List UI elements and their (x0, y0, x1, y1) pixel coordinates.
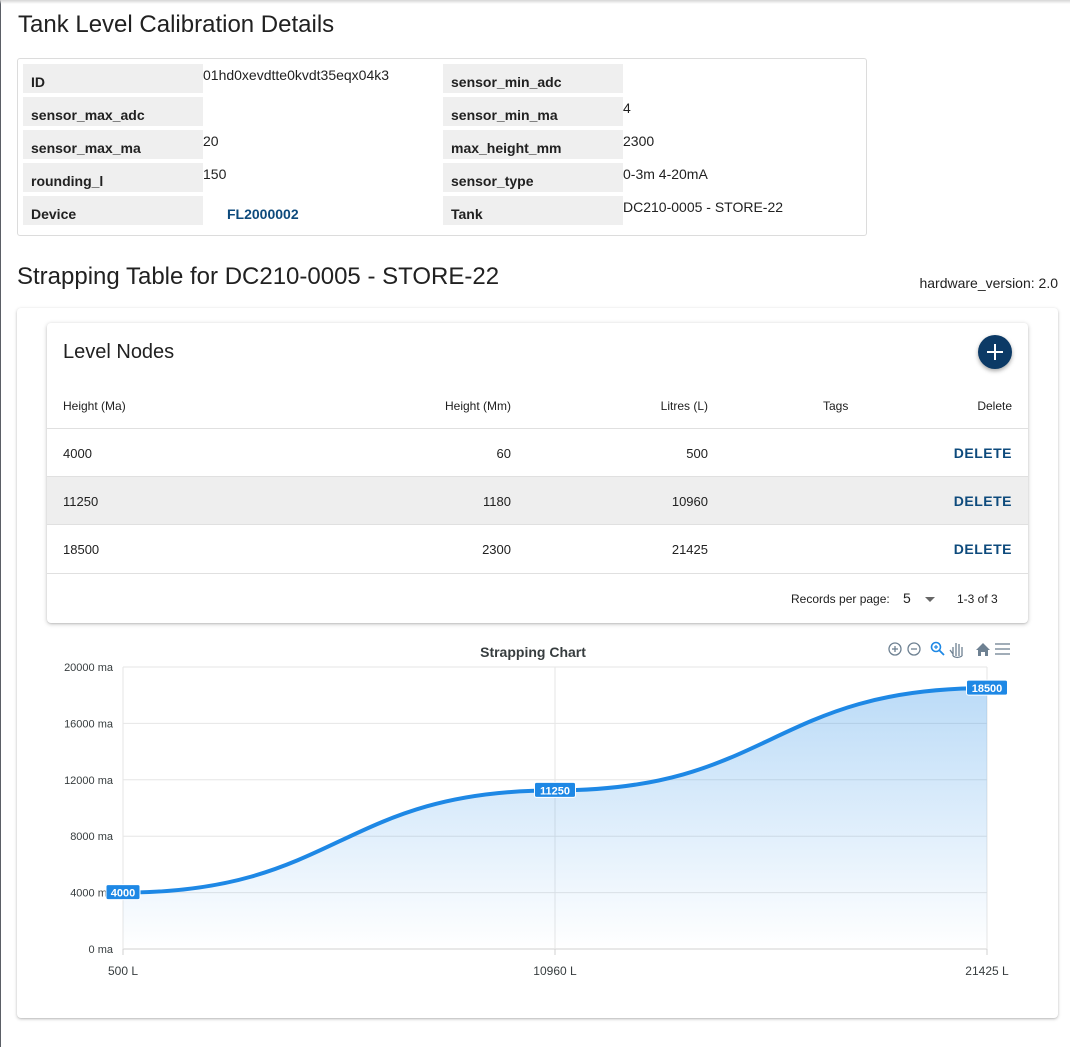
details-card: ID 01hd0xevdtte0kvdt35eqx04k3 sensor_min… (17, 58, 867, 236)
cell-height-ma: 4000 (63, 446, 92, 461)
menu-icon[interactable] (995, 643, 1010, 655)
pagination-range: 1-3 of 3 (957, 592, 998, 606)
chevron-down-icon[interactable] (925, 597, 935, 602)
y-tick-label: 16000 ma (64, 718, 114, 730)
cell-litres: 10960 (671, 494, 708, 509)
detail-label-sensor-max-adc: sensor_max_adc (23, 97, 203, 126)
x-axis: 500 L 10960 L 21425 L (108, 964, 1009, 978)
zoom-out-icon[interactable] (907, 642, 921, 656)
detail-label-sensor-type: sensor_type (443, 163, 623, 192)
rows-per-page-label: Records per page: (791, 592, 890, 606)
zoom-selection-icon[interactable] (930, 641, 945, 656)
column-header-delete: Delete (977, 399, 1012, 413)
column-header-litres[interactable]: Litres (L) (660, 399, 708, 413)
data-label-box (534, 781, 576, 798)
detail-value-rounding-l: 150 (203, 166, 227, 182)
y-axis: 0 ma 4000 ma 8000 ma 12000 ma 16000 ma 20000 … (64, 662, 114, 956)
detail-value-sensor-type: 0-3m 4-20mA (623, 166, 708, 182)
detail-label-id: ID (23, 64, 203, 93)
area-fill (123, 688, 987, 949)
detail-label-device: Device (23, 196, 203, 225)
table-row: 18500 2300 21425 DELETE (47, 524, 1028, 572)
add-node-button[interactable] (978, 335, 1012, 369)
device-link[interactable]: FL2000002 (227, 206, 299, 222)
cell-litres: 500 (686, 446, 708, 461)
y-tick-label: 12000 ma (64, 775, 114, 787)
detail-value-sensor-min-ma: 4 (623, 100, 631, 116)
top-shadow (0, 0, 1070, 4)
cell-height-mm: 2300 (482, 542, 511, 557)
y-tick-label: 8000 ma (70, 831, 114, 843)
delete-button[interactable]: DELETE (953, 493, 1012, 509)
detail-label-sensor-min-adc: sensor_min_adc (443, 64, 623, 93)
page-title: Tank Level Calibration Details (18, 11, 335, 38)
data-labels: 4000 11250 18500 (105, 679, 1008, 901)
detail-value-sensor-max-ma: 20 (203, 133, 219, 149)
column-header-height-mm[interactable]: Height (Mm) (444, 399, 511, 413)
zoom-in-icon[interactable] (888, 642, 902, 656)
cell-height-mm: 60 (496, 446, 511, 461)
data-label: 11250 (540, 785, 570, 797)
y-tick-label: 0 ma (89, 944, 114, 956)
x-tick-label: 21425 L (965, 964, 1009, 978)
data-label-box (966, 679, 1008, 696)
x-tick-label: 500 L (108, 964, 138, 978)
detail-label-tank: Tank (443, 196, 623, 225)
strapping-table-title: Strapping Table for DC210-0005 - STORE-2… (17, 263, 500, 290)
chart-title: Strapping Chart (480, 644, 586, 660)
table-row: 4000 60 500 DELETE (47, 428, 1028, 476)
detail-value-tank: DC210-0005 - STORE-22 (623, 199, 784, 215)
cell-height-mm: 1180 (483, 494, 511, 509)
y-tick-label: 4000 ma (70, 888, 114, 900)
delete-button[interactable]: DELETE (953, 445, 1012, 461)
detail-label-rounding-l: rounding_l (23, 163, 203, 192)
column-header-tags: Tags (823, 399, 849, 413)
delete-button[interactable]: DELETE (953, 541, 1012, 557)
chart-toolbar (888, 641, 1010, 659)
data-label: 18500 (972, 683, 1003, 695)
column-header-height-ma[interactable]: Height (Ma) (63, 399, 126, 413)
detail-label-sensor-min-ma: sensor_min_ma (443, 97, 623, 126)
detail-value-max-height-mm: 2300 (623, 133, 655, 149)
pan-hand-icon[interactable] (949, 643, 963, 659)
window-edge (0, 0, 1, 1047)
x-tick-label: 10960 L (533, 964, 577, 978)
rows-per-page-select[interactable]: 5 (903, 590, 911, 606)
level-nodes-title: Level Nodes (63, 341, 175, 363)
detail-label-sensor-max-ma: sensor_max_ma (23, 130, 203, 159)
detail-label-max-height-mm: max_height_mm (443, 130, 623, 159)
table-row: 11250 1180 10960 DELETE (47, 476, 1028, 524)
pagination: Records per page: 5 1-3 of 3 (47, 573, 1028, 623)
cell-height-ma: 18500 (63, 542, 100, 557)
hardware-version: hardware_version: 2.0 (919, 275, 1058, 291)
home-reset-icon[interactable] (976, 643, 990, 656)
data-label: 4000 (111, 888, 135, 900)
y-tick-label: 20000 ma (64, 662, 114, 674)
detail-value-id: 01hd0xevdtte0kvdt35eqx04k3 (203, 67, 390, 83)
cell-litres: 21425 (671, 542, 708, 557)
cell-height-ma: 11250 (63, 494, 99, 509)
level-nodes-card: Level Nodes Height (Ma) Height (Mm) Litr… (47, 323, 1028, 623)
data-label-box (105, 884, 141, 901)
